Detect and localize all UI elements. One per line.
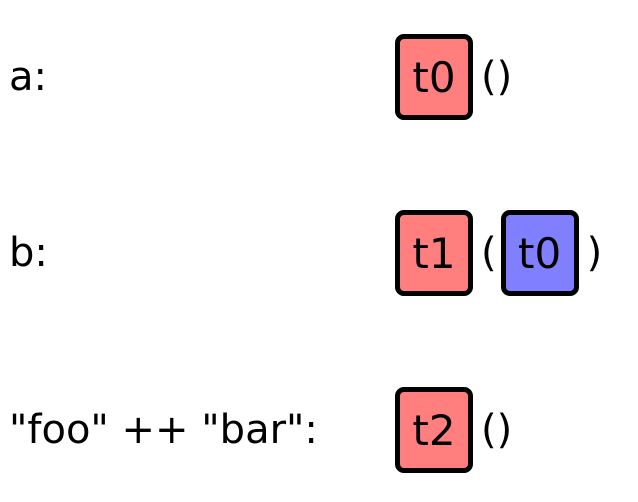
binding-row-concat: "foo" ++ "bar": t2 () xyxy=(0,385,638,475)
constructor-name: t1 xyxy=(412,228,456,278)
constructor-name: t0 xyxy=(412,52,456,102)
close-paren: ) xyxy=(586,230,603,276)
constructor-name: t2 xyxy=(412,405,456,455)
term-expression: t2 () xyxy=(395,385,512,475)
constructor-box: t2 xyxy=(395,387,473,473)
term-expression: t0 () xyxy=(395,32,512,122)
term-expression: t1 ( t0 ) xyxy=(395,208,602,298)
empty-parens: () xyxy=(481,54,513,100)
constructor-box: t0 xyxy=(395,34,473,120)
binding-row-a: a: t0 () xyxy=(0,32,638,122)
binding-label: b: xyxy=(9,230,48,276)
binding-label: a: xyxy=(9,54,47,100)
argument-box: t0 xyxy=(500,210,579,296)
argument-name: t0 xyxy=(518,228,562,278)
binding-row-b: b: t1 ( t0 ) xyxy=(0,208,638,298)
empty-parens: () xyxy=(481,407,513,453)
open-paren: ( xyxy=(481,230,497,276)
constructor-box: t1 xyxy=(395,210,473,296)
binding-label: "foo" ++ "bar": xyxy=(9,407,318,453)
